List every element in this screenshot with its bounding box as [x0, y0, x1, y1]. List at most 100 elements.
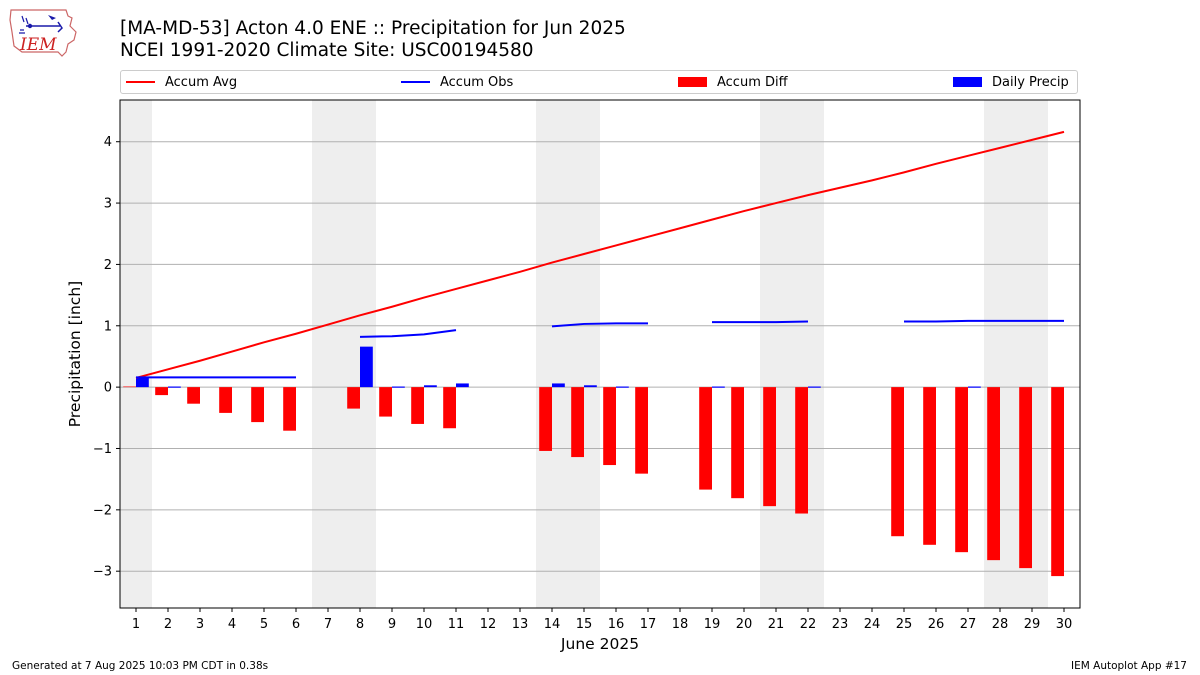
x-tick-label-11: 11: [448, 617, 465, 632]
x-tick-label-22: 22: [800, 617, 817, 632]
legend-label-accum-avg: Accum Avg: [165, 74, 238, 90]
x-tick-label-12: 12: [480, 617, 497, 632]
weekend-shade-3: [760, 100, 824, 608]
x-axis-label: June 2025: [560, 635, 639, 653]
x-tick-label-9: 9: [388, 617, 396, 632]
daily-precip-bar-day-16: [616, 386, 629, 388]
y-tick-label-7: −3: [93, 565, 112, 580]
legend-item-accum-obs: Accum Obs: [401, 74, 513, 90]
x-tick-label-16: 16: [608, 617, 625, 632]
accum-diff-bar-day-5: [251, 387, 264, 423]
accum-diff-bar-day-16: [603, 387, 616, 466]
x-tick-label-1: 1: [132, 617, 140, 632]
daily-precip-bar-day-19: [712, 386, 725, 388]
accum-diff-bar-day-6: [283, 387, 296, 431]
x-tick-label-28: 28: [992, 617, 1009, 632]
x-tick-label-19: 19: [704, 617, 721, 632]
accum-diff-bar-day-29: [1019, 387, 1032, 569]
weekend-shade-0: [120, 100, 152, 608]
x-tick-label-5: 5: [260, 617, 268, 632]
accum-diff-bar-day-10: [411, 387, 424, 424]
x-tick-label-3: 3: [196, 617, 204, 632]
x-tick-label-2: 2: [164, 617, 172, 632]
accum-diff-bar-day-20: [731, 387, 744, 499]
x-tick-label-24: 24: [864, 617, 881, 632]
accum-diff-bar-day-28: [987, 387, 1000, 561]
accum-diff-bar-day-15: [571, 387, 584, 458]
x-tick-label-26: 26: [928, 617, 945, 632]
chart-subtitle: NCEI 1991-2020 Climate Site: USC00194580: [120, 40, 534, 61]
daily-precip-bar-day-2: [168, 386, 181, 388]
accum-diff-bar-day-25: [891, 387, 904, 537]
chart-title: [MA-MD-53] Acton 4.0 ENE :: Precipitatio…: [120, 18, 626, 39]
x-tick-label-25: 25: [896, 617, 913, 632]
legend-label-accum-diff: Accum Diff: [717, 74, 788, 90]
x-tick-label-17: 17: [640, 617, 657, 632]
y-tick-label-2: 2: [104, 258, 112, 273]
accum-diff-bar-day-11: [443, 387, 456, 429]
x-tick-label-18: 18: [672, 617, 689, 632]
footer-app: IEM Autoplot App #17: [1071, 660, 1187, 672]
accum-diff-bar-day-17: [635, 387, 648, 474]
y-tick-label-6: −2: [93, 503, 112, 518]
logo-text: IEM: [19, 35, 57, 55]
legend-label-accum-obs: Accum Obs: [440, 74, 514, 90]
accum-diff-bar-day-4: [219, 387, 232, 413]
legend-swatch-accum-avg: [126, 81, 155, 83]
y-tick-label-0: 4: [104, 135, 112, 150]
daily-precip-bar-day-8: [360, 346, 373, 388]
daily-precip-bar-day-11: [456, 383, 469, 388]
legend-swatch-daily-precip: [953, 77, 982, 87]
accum-diff-bar-day-2: [155, 387, 168, 396]
accum-obs-line-segment-4: [904, 319, 1064, 323]
accum-diff-bar-day-9: [379, 387, 392, 417]
accum-diff-bar-day-26: [923, 387, 936, 545]
x-tick-label-4: 4: [228, 617, 236, 632]
legend-item-accum-avg: Accum Avg: [126, 74, 237, 90]
daily-precip-bar-day-9: [392, 386, 405, 388]
accum-avg-line: [135, 130, 1065, 379]
x-tick-label-15: 15: [576, 617, 593, 632]
daily-precip-bar-day-22: [808, 386, 821, 388]
accum-diff-bar-day-21: [763, 387, 776, 507]
legend-item-daily-precip: Daily Precip: [953, 74, 1069, 90]
y-axis-label: Precipitation [inch]: [66, 281, 84, 427]
plot-frame: [119, 99, 1081, 609]
x-tick-label-8: 8: [356, 617, 364, 632]
legend-swatch-accum-diff: [678, 77, 707, 87]
accum-obs-line-segment-3: [712, 320, 809, 324]
footer-generated: Generated at 7 Aug 2025 10:03 PM CDT in …: [12, 660, 269, 672]
daily-precip-bar-day-27: [968, 386, 981, 388]
x-tick-label-10: 10: [416, 617, 433, 632]
x-tick-label-7: 7: [324, 617, 332, 632]
y-tick-label-3: 1: [104, 319, 112, 334]
daily-precip-bar-day-14: [552, 383, 565, 388]
y-tick-label-1: 3: [104, 197, 112, 212]
legend-swatch-accum-obs: [401, 81, 430, 83]
legend: Accum Avg Accum Obs Accum Diff Daily Pre…: [120, 70, 1078, 94]
x-tick-label-20: 20: [736, 617, 753, 632]
accum-diff-bar-day-27: [955, 387, 968, 553]
legend-item-accum-diff: Accum Diff: [678, 74, 788, 90]
weekend-shade-2: [536, 100, 600, 608]
daily-precip-bar-day-10: [424, 385, 437, 388]
accum-diff-bar-day-19: [699, 387, 712, 490]
accum-diff-bar-day-8: [347, 387, 360, 409]
accum-diff-bar-day-3: [187, 387, 200, 404]
accum-diff-bar-day-22: [795, 387, 808, 514]
daily-precip-bar-day-1: [136, 377, 149, 388]
legend-label-daily-precip: Daily Precip: [992, 74, 1069, 90]
y-tick-label-5: −1: [93, 442, 112, 457]
x-tick-label-21: 21: [768, 617, 785, 632]
accum-diff-bar-day-14: [539, 387, 552, 451]
x-tick-label-6: 6: [292, 617, 300, 632]
accum-diff-bar-day-30: [1051, 387, 1064, 577]
x-tick-label-14: 14: [544, 617, 561, 632]
accum-obs-line-segment-2: [551, 322, 648, 328]
x-tick-label-30: 30: [1056, 617, 1073, 632]
accum-diff-bar-day-1: [123, 386, 136, 388]
x-tick-label-27: 27: [960, 617, 977, 632]
iem-logo: IEM: [9, 9, 77, 57]
y-tick-label-4: 0: [104, 381, 112, 396]
